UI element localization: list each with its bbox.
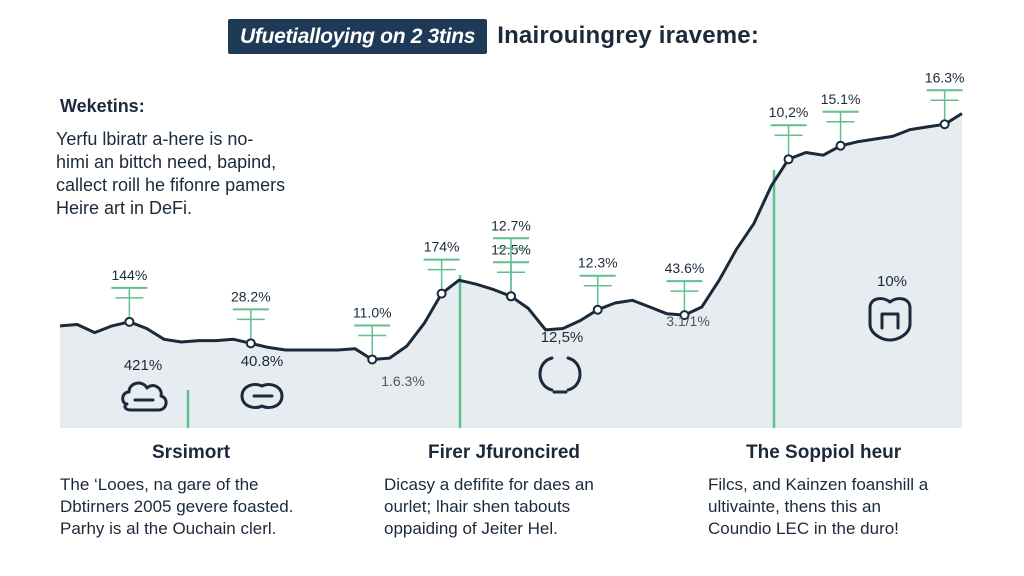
marker-label: 144% [111, 267, 147, 283]
cloud-icon-shape [240, 382, 284, 410]
marker-label: 174% [424, 239, 460, 255]
section-line: Coundio LEC in the duro! [708, 519, 899, 538]
section-line: Filcs, and Kainzen foanshill a [708, 475, 929, 494]
marker-label: 11.0% [353, 304, 392, 320]
annotation-label: 3.1/1% [666, 313, 710, 329]
annotation-label: 12,5% [541, 329, 584, 346]
annotation-label: 421% [124, 357, 162, 374]
section-body-3: Filcs, and Kainzen foanshill a ultivaint… [708, 474, 928, 540]
shield-icon-shape [868, 297, 912, 342]
ring-icon-shape [538, 356, 554, 392]
section-line: ourlet; lhair shen tabouts [384, 497, 571, 516]
marker-point [245, 338, 256, 349]
section-title-3: The Soppiol heur [746, 442, 902, 463]
marker-point [506, 291, 516, 302]
section-title-1: Srsimort [152, 442, 231, 463]
section-line: The ‘Looes, na gare of the [60, 475, 259, 494]
section-title-2: Firer Jfuroncired [428, 442, 581, 463]
marker-point [835, 140, 846, 151]
marker-label: 28.2% [231, 288, 271, 304]
marker-point [783, 154, 794, 165]
intro-line: Heire art in DeFi. [56, 198, 193, 218]
marker-point [124, 316, 135, 327]
marker-label: 12.3% [578, 255, 618, 271]
intro-title: Weketins: [60, 96, 145, 116]
marker-point [592, 304, 603, 315]
ring-icon [538, 356, 582, 394]
intro-line: callect roill he fifonre pamers [56, 175, 286, 195]
marker-label: 12.7% [491, 217, 531, 233]
section-line: oppaiding of Jeiter Hel. [384, 519, 558, 538]
annotation-label: 40.8% [241, 353, 284, 370]
marker-point [436, 288, 447, 299]
shield-icon-detail [880, 312, 900, 330]
section-line: Parhy is al the Ouchain clerl. [60, 519, 277, 538]
marker-point [939, 119, 950, 130]
intro-line: himi an bittch need, bapind, [56, 152, 277, 172]
cloud-icon [240, 382, 284, 410]
marker-label: 15.1% [821, 91, 861, 107]
title-badge: Ufuetiallоying on 2 3tins [228, 18, 488, 54]
marker-label: 16.3% [925, 69, 965, 85]
marker-point [679, 310, 690, 321]
cloud-icon-shape [121, 381, 168, 412]
marker-label: 43.6% [665, 260, 705, 276]
chart-title: Ufuetiallоying on 2 3tins Inairouingrey … [228, 16, 759, 56]
annotation-label: 1.6.3% [381, 373, 425, 389]
cloud-icon [121, 381, 168, 412]
area-fill [60, 113, 962, 428]
annotation-label: 10% [877, 273, 907, 290]
section-line: Dicasy a defifite for daes an [384, 475, 594, 494]
marker-label: 10,2% [769, 104, 809, 120]
intro-body: Yerfu lbiratr a-here is no- himi an bitt… [56, 128, 326, 220]
section-line: ultivainte, thens this an [708, 497, 881, 516]
shield-icon [868, 297, 912, 342]
ring-icon-shape [566, 356, 582, 392]
section-line: Dbtirners 2005 gevere foasted. [60, 497, 294, 516]
section-body-1: The ‘Looes, na gare of the Dbtirners 200… [60, 474, 293, 540]
intro-line: Yerfu lbiratr a-here is no- [56, 129, 254, 149]
section-body-2: Dicasy a defifite for daes an ourlet; lh… [384, 474, 594, 540]
title-main: Inairouingrey iraveme: [497, 22, 760, 49]
marker-point [367, 354, 378, 365]
